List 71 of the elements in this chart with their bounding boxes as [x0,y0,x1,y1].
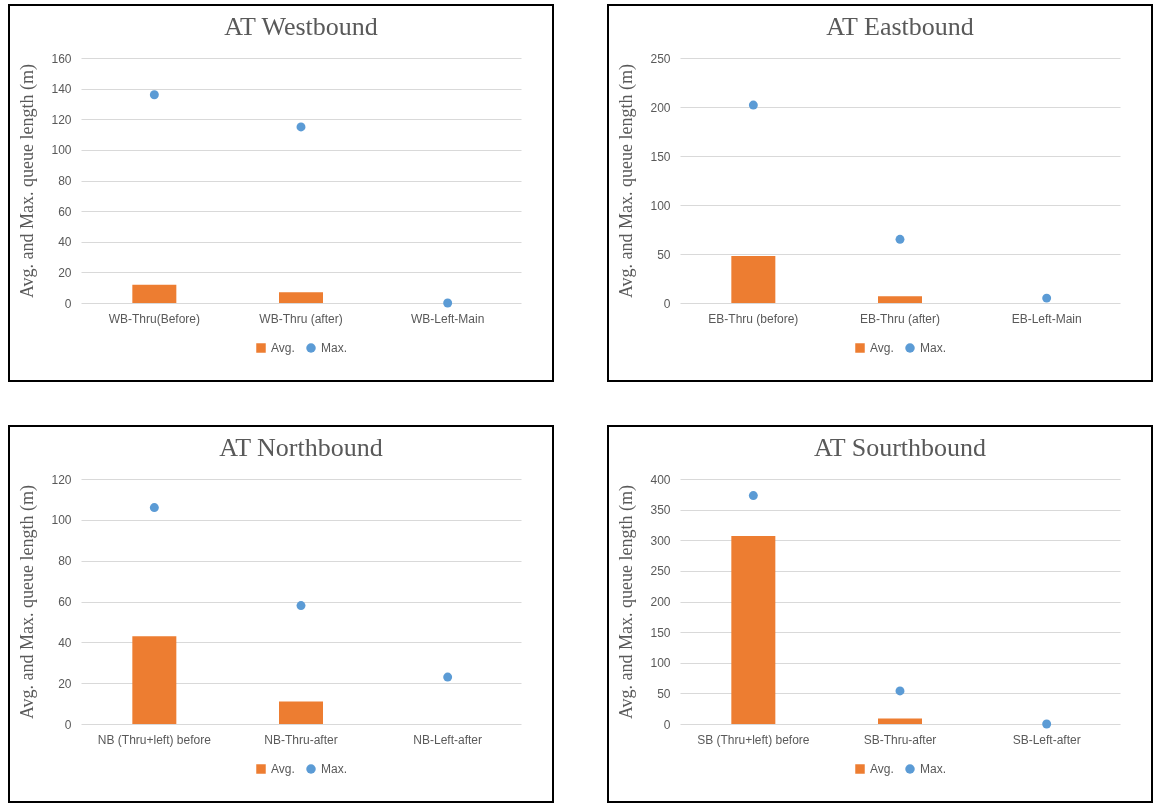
y-axis-title: Avg. and Max. queue length (m) [17,484,39,720]
y-tick-label: 60 [58,595,72,609]
legend-label: Avg. [271,341,295,355]
y-tick-label: 40 [58,235,72,250]
point [895,686,905,696]
point [748,100,758,110]
y-tick-label: 150 [650,625,671,640]
y-tick-label: 120 [51,472,72,487]
y-tick-label: 50 [657,247,671,262]
x-tick-label: SB-Thru-after [863,732,937,747]
y-tick-label: 100 [650,198,671,213]
point [895,234,905,244]
y-tick-label: 350 [650,503,671,518]
chart-title: AT Eastbound [826,12,974,41]
point [296,601,306,611]
y-tick-label: 140 [51,82,72,97]
legend-label: Max. [321,762,348,776]
y-tick-label: 200 [650,595,671,609]
point [443,298,453,308]
y-tick-label: 0 [663,717,671,732]
x-tick-label: EB-Thru (after) [859,311,941,326]
y-tick-label: 50 [657,686,671,701]
x-tick-label: NB-Thru-after [264,732,338,747]
x-tick-label: EB-Thru (before) [708,311,799,326]
x-tick-label: WB-Thru (after) [259,311,343,326]
y-tick-label: 400 [650,472,671,487]
point [149,503,159,513]
point [1042,719,1052,729]
legend-label: Max. [920,341,947,355]
y-tick-label: 100 [650,656,671,671]
y-tick-label: 0 [663,296,671,311]
y-axis-title: Avg. and Max. queue length (m) [17,63,39,299]
legend-label: Avg. [870,762,894,776]
y-tick-label: 80 [58,554,72,569]
y-axis-title: Avg. and Max. queue length (m) [616,63,638,299]
y-tick-label: 20 [58,676,72,691]
chart-title: AT Westbound [224,12,378,41]
point [443,672,453,682]
point [296,122,306,132]
point [1042,293,1052,303]
point [748,491,758,500]
y-axis-title: Avg. and Max. queue length (m) [616,484,638,720]
point [149,90,159,100]
x-tick-label: NB (Thru+left) before [97,732,212,747]
y-tick-label: 60 [58,204,72,219]
x-tick-label: WB-Thru(Before) [108,311,201,326]
x-tick-label: SB (Thru+left) before [697,732,810,747]
x-tick-label: WB-Left-Main [410,311,485,326]
y-tick-label: 150 [650,149,671,164]
y-tick-label: 250 [650,564,671,579]
x-tick-label: NB-Left-after [413,732,483,747]
x-tick-label: EB-Left-Main [1011,311,1082,326]
legend-label: Avg. [271,762,295,776]
y-tick-label: 20 [58,265,72,280]
y-tick-label: 100 [51,513,72,528]
y-tick-label: 160 [51,51,72,66]
chart-title: AT Northbound [219,433,383,462]
y-tick-label: 200 [650,100,671,115]
y-tick-label: 0 [64,296,72,311]
y-tick-label: 80 [58,174,72,188]
y-tick-label: 100 [51,143,72,158]
legend-label: Avg. [870,341,894,355]
legend-label: Max. [920,762,947,776]
x-tick-label: SB-Left-after [1012,732,1081,747]
y-tick-label: 40 [58,635,72,650]
y-tick-label: 0 [64,717,72,732]
y-tick-label: 300 [650,533,671,548]
y-tick-label: 250 [650,51,671,66]
chart-title: AT Sourthbound [813,433,987,462]
y-tick-label: 120 [51,112,72,127]
legend-label: Max. [321,341,348,355]
